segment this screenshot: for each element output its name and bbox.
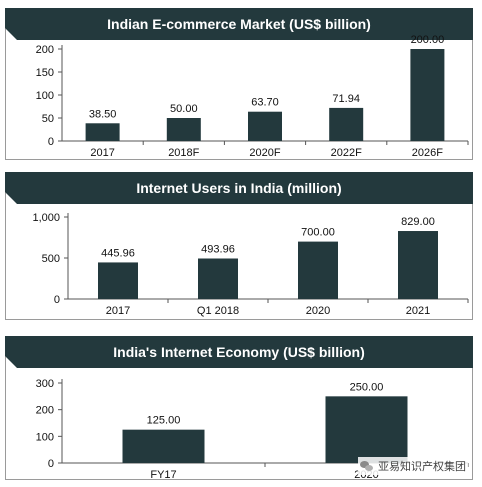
y-tick-label: 100 (36, 431, 54, 443)
y-tick-label: 0 (48, 458, 54, 470)
chart-panel-internet-economy: India's Internet Economy (US$ billion) 0… (5, 336, 473, 481)
x-tick-label: 2022F (331, 147, 362, 159)
x-tick-label: 2017 (106, 305, 130, 317)
bar-ecommerce-4 (410, 49, 445, 141)
y-tick-label: 150 (36, 67, 54, 79)
y-tick-label: 50 (42, 113, 54, 125)
y-tick-label: 300 (36, 378, 54, 390)
x-tick-label: FY17 (150, 469, 176, 481)
bar-users-0 (98, 262, 138, 299)
y-tick-label: 0 (48, 136, 54, 148)
chart-panel-internet-users: Internet Users in India (million) 0 500 1,… (5, 172, 473, 320)
x-tick-label: 2026F (412, 147, 443, 159)
y-tick-label: 500 (42, 253, 60, 265)
y-tick-label: 100 (36, 90, 54, 102)
data-label: 445.96 (101, 247, 135, 259)
data-label: 250.00 (350, 381, 384, 393)
x-tick-label: 2021 (406, 305, 430, 317)
y-tick-label: 1,000 (32, 212, 60, 224)
watermark-text: 亚易知识产权集团 (378, 461, 466, 473)
data-label: 493.96 (201, 243, 235, 255)
bar-economy-0 (122, 429, 205, 463)
chart-ecommerce: 0 50 100 150 200 38.50 2017 50.00 2018F 63.70 2020… (36, 34, 469, 159)
bar-ecommerce-3 (329, 107, 364, 141)
chart-title-internet-economy: India's Internet Economy (US$ billion) (5, 336, 473, 368)
bar-ecommerce-0 (85, 123, 120, 141)
bar-users-3 (398, 231, 438, 299)
x-tick-label: 2020F (249, 147, 280, 159)
chart-title-ecommerce: Indian E-commerce Market (US$ billion) (5, 8, 473, 40)
y-tick-label: 200 (36, 405, 54, 417)
x-tick-label: Q1 2018 (197, 305, 239, 317)
chart-internet-users: 0 500 1,000 445.96 2017 493.96 Q1 2018 700.00 20… (32, 212, 469, 317)
x-tick-label: 2020 (306, 305, 330, 317)
chart-panel-ecommerce: Indian E-commerce Market (US$ billion) 0… (5, 8, 473, 160)
bar-ecommerce-1 (166, 118, 201, 141)
bar-users-2 (298, 241, 338, 299)
data-label: 63.70 (251, 97, 279, 109)
bar-economy-1 (325, 396, 408, 463)
data-label: 50.00 (170, 103, 198, 115)
data-label: 71.94 (332, 93, 360, 105)
watermark: 亚易知识产权集团 (358, 457, 468, 475)
bar-users-1 (198, 258, 238, 299)
data-label: 700.00 (301, 227, 335, 239)
data-label: 829.00 (401, 216, 435, 228)
chart-title-internet-users: Internet Users in India (million) (5, 172, 473, 204)
data-label: 38.50 (89, 108, 117, 120)
bar-ecommerce-2 (248, 111, 282, 141)
x-tick-label: 2017 (90, 147, 114, 159)
y-tick-label: 0 (54, 294, 60, 306)
data-label: 125.00 (147, 415, 181, 427)
x-tick-label: 2018F (168, 147, 199, 159)
wechat-icon (360, 460, 374, 472)
data-label: 200.00 (411, 34, 445, 46)
y-tick-label: 200 (36, 44, 54, 56)
